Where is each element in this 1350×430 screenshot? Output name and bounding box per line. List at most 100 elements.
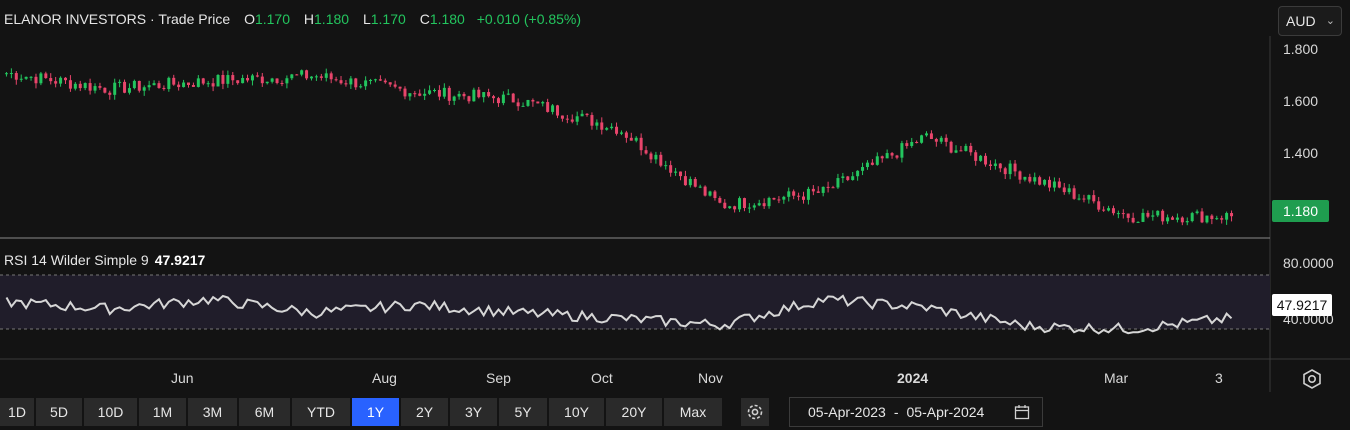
candle-body: [4, 73, 8, 75]
time-label: Aug: [372, 370, 397, 386]
candle-body: [792, 191, 796, 196]
candle-body: [34, 76, 38, 84]
range-button-1y[interactable]: 1Y: [352, 398, 399, 426]
instrument-name: ELANOR INVESTORS: [4, 11, 147, 27]
candle-body: [1146, 212, 1150, 217]
candle-body: [241, 78, 245, 84]
candle-body: [669, 165, 673, 173]
candle-body: [570, 119, 574, 122]
candle-body: [172, 77, 176, 85]
candle-body: [821, 186, 825, 193]
candle-body: [78, 83, 82, 89]
candle-body: [123, 81, 127, 93]
candle-body: [1043, 179, 1047, 185]
candle-body: [787, 191, 791, 197]
candle-body: [979, 155, 983, 161]
range-settings-gear-icon[interactable]: [741, 398, 769, 426]
candle-body: [1121, 213, 1125, 215]
candle-body: [167, 77, 171, 90]
range-button-2y[interactable]: 2Y: [401, 398, 448, 426]
time-label: 3: [1215, 370, 1223, 386]
candle-body: [142, 87, 146, 91]
candle-body: [349, 78, 353, 85]
date-from: 05-Apr-2023: [808, 404, 886, 420]
candle-body: [472, 89, 476, 102]
candle-body: [1097, 201, 1101, 210]
candle-body: [619, 132, 623, 134]
candle-body: [354, 78, 358, 88]
candle-body: [1003, 168, 1007, 175]
candle-body: [679, 171, 682, 177]
range-button-max[interactable]: Max: [664, 398, 722, 426]
candle-body: [206, 83, 210, 85]
candle-body: [300, 70, 304, 75]
time-label: Jun: [171, 370, 194, 386]
range-button-1d[interactable]: 1D: [0, 398, 34, 426]
close-label: C: [419, 11, 430, 27]
candle-body: [270, 78, 274, 82]
candle-body: [851, 176, 855, 180]
candle-body: [423, 93, 427, 96]
candle-body: [437, 90, 441, 97]
date-range-picker[interactable]: 05-Apr-2023-05-Apr-2024: [789, 397, 1043, 427]
candle-body: [565, 118, 569, 120]
candle-body: [998, 163, 1002, 169]
candle-body: [742, 198, 746, 209]
candle-body: [255, 75, 259, 77]
candle-body: [644, 150, 648, 154]
candle-body: [629, 137, 633, 141]
candle-body: [1126, 213, 1130, 218]
candle-body: [1225, 213, 1229, 220]
candle-body: [757, 203, 761, 206]
candle-body: [442, 87, 446, 97]
candle-body: [113, 82, 117, 95]
rsi-tick-top: 80.0000: [1283, 255, 1334, 271]
candle-body: [516, 102, 520, 107]
range-button-10y[interactable]: 10Y: [549, 398, 604, 426]
candle-body: [1062, 187, 1066, 193]
currency-select[interactable]: AUD ⌄: [1278, 6, 1342, 36]
candle-body: [103, 87, 107, 93]
range-button-1m[interactable]: 1M: [139, 398, 186, 426]
candle-body: [1230, 213, 1234, 217]
candle-body: [226, 75, 230, 84]
range-selector: 1D 5D 10D 1M 3M 6M YTD 1Y 2Y 3Y 5Y 10Y 2…: [0, 398, 724, 426]
candle-body: [1023, 176, 1027, 180]
candle-body: [1175, 217, 1179, 220]
rsi-value-badge: 47.9217: [1272, 294, 1332, 316]
range-button-5y[interactable]: 5Y: [499, 398, 547, 426]
candle-body: [29, 76, 33, 78]
candle-body: [339, 80, 343, 84]
candle-body: [280, 83, 284, 85]
candle-body: [974, 152, 978, 161]
candle-body: [610, 126, 614, 129]
candle-body: [560, 115, 564, 119]
candle-body: [752, 205, 756, 208]
candle-body: [511, 93, 515, 103]
candle-body: [275, 78, 279, 84]
candle-body: [925, 133, 928, 136]
candle-body: [1210, 215, 1214, 220]
candle-body: [797, 195, 801, 197]
candle-body: [501, 94, 505, 104]
range-button-20y[interactable]: 20Y: [606, 398, 662, 426]
range-button-6m[interactable]: 6M: [239, 398, 290, 426]
high-value: 1.180: [314, 11, 350, 27]
candle-body: [939, 137, 943, 142]
candle-body: [9, 73, 13, 75]
range-button-3m[interactable]: 3M: [188, 398, 237, 426]
candle-body: [861, 167, 865, 171]
range-button-3y[interactable]: 3Y: [450, 398, 497, 426]
candle-body: [1018, 171, 1022, 180]
candle-body: [1092, 195, 1096, 202]
range-button-5d[interactable]: 5D: [36, 398, 82, 426]
candle-body: [250, 75, 254, 81]
candle-body: [108, 92, 112, 95]
range-button-ytd[interactable]: YTD: [292, 398, 350, 426]
candle-body: [211, 83, 215, 87]
chart-settings-icon[interactable]: [1300, 367, 1324, 391]
candle-body: [398, 86, 402, 89]
candle-body: [1151, 215, 1155, 217]
range-button-10d[interactable]: 10D: [84, 398, 137, 426]
